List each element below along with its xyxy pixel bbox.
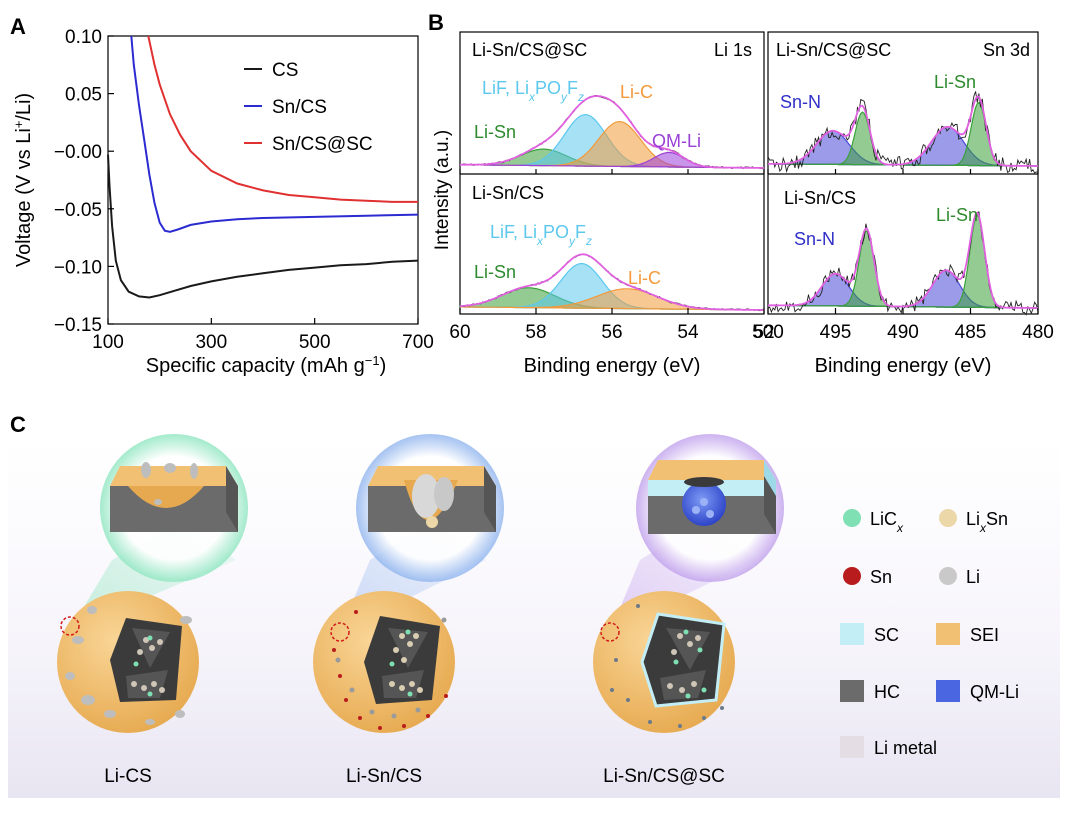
legend-swatch-li — [939, 567, 957, 585]
legend-label-sn-cs: Sn/CS — [272, 97, 327, 118]
schematic-label-li-sn-cs: Li-Sn/CS — [346, 766, 422, 787]
panel-label-b: B — [428, 10, 444, 35]
x-tick-label: 485 — [955, 322, 987, 343]
sn3d-xps-chart: 500 495 490 485 480 Li-Sn/CS@SC Sn 3d Sn-N L… — [752, 31, 1054, 377]
legend-label-lixsn: LixSn — [966, 509, 1008, 535]
y-tick-label: −0.00 — [54, 142, 102, 163]
y-tick-label: −0.15 — [54, 315, 102, 336]
legend-label-sc: SC — [874, 625, 899, 645]
li1s-bot-sample-label: Li-Sn/CS — [472, 183, 544, 203]
legend-label-hc: HC — [874, 682, 900, 702]
schematic-label-li-sn-cs-sc: Li-Sn/CS@SC — [603, 766, 725, 787]
peak-li-c — [460, 288, 764, 311]
voltage-capacity-chart: −0.15 −0.10 −0.05 −0.00 0.05 0.10 100 300 500 70… — [11, 27, 434, 377]
x-tick-label: 500 — [299, 332, 331, 353]
fitted-envelope — [459, 253, 764, 311]
x-tick-label: 500 — [752, 322, 784, 343]
intensity-axis-label: Intensity (a.u.) — [432, 130, 453, 250]
x-tick-label: 495 — [820, 322, 852, 343]
x-tick-label: 58 — [525, 322, 546, 343]
y-tick-label: −0.10 — [54, 257, 102, 278]
legend-swatch-lic — [843, 509, 861, 527]
sn3d-bot-sample-label: Li-Sn/CS — [784, 188, 856, 208]
li1s-top-lisn-label: Li-Sn — [474, 122, 516, 142]
x-axis-label: Specific capacity (mAh g−1) — [146, 353, 386, 378]
panel-label-a: A — [10, 14, 26, 39]
sn3d-top-lisn-label: Li-Sn — [934, 72, 976, 92]
legend: CS Sn/CS Sn/CS@SC — [244, 60, 373, 155]
sei-block — [368, 466, 496, 532]
li1s-top-lif-label: LiF, LixPOyFz — [482, 78, 584, 104]
sn3d-top-sample-label: Li-Sn/CS@SC — [776, 40, 891, 60]
x-tick-label: 54 — [677, 322, 699, 343]
legend-swatch-sn — [843, 567, 861, 585]
schematic-li-sn-cs-sc: Li-Sn/CS@SC — [593, 434, 784, 787]
li1s-bot-lif-label: LiF, LixPOyFz — [490, 222, 592, 248]
legend-label-li: Li — [966, 567, 980, 587]
sn3d-bot-lisn-label: Li-Sn — [936, 205, 978, 225]
peak-li-sn — [768, 101, 1038, 167]
li1s-top-qmli-label: QM-Li — [652, 131, 701, 151]
legend-swatch-sei — [936, 623, 960, 645]
fitted-envelope — [768, 95, 1038, 167]
y-tick-label: −0.05 — [54, 200, 102, 221]
li1s-top-lic-label: Li-C — [620, 82, 653, 102]
li1s-x-axis-label: Binding energy (eV) — [524, 355, 701, 377]
peak-sn-n — [768, 130, 1038, 167]
legend-label-sn: Sn — [870, 567, 892, 587]
panel-label-c: C — [10, 412, 26, 437]
sn3d-top-snn-label: Sn-N — [780, 92, 821, 112]
sei-block — [110, 462, 238, 532]
series-line-cs — [107, 154, 419, 299]
x-tick-label: 60 — [449, 322, 470, 343]
legend-label-sei: SEI — [970, 625, 999, 645]
x-tick-label: 100 — [92, 332, 124, 353]
sc-block — [648, 460, 776, 534]
li1s-xps-chart: 60 58 56 54 52 Li-Sn/CS@SC Li 1s LiF, LixPOy… — [449, 31, 775, 377]
li1s-bot-lic-label: Li-C — [628, 268, 661, 288]
li1s-bot-lisn-label: Li-Sn — [474, 262, 516, 282]
legend-swatch-hc — [840, 680, 864, 702]
x-tick-label: 490 — [887, 322, 919, 343]
legend-label-qmli: QM-Li — [970, 682, 1019, 702]
legend-label-sn-cs-sc: Sn/CS@SC — [272, 134, 373, 155]
fitted-envelope — [767, 211, 1038, 309]
legend-swatch-li-metal — [840, 736, 864, 758]
schematic-label-li-cs: Li-CS — [104, 766, 152, 787]
raw-spectrum — [767, 210, 1039, 316]
x-tick-label: 700 — [402, 332, 434, 353]
sn3d-x-axis-label: Binding energy (eV) — [815, 355, 992, 377]
x-tick-label: 56 — [601, 322, 622, 343]
legend-swatch-lixsn — [939, 509, 957, 527]
peak-li-sn — [767, 214, 1038, 309]
legend-label-lic: LiCx — [870, 509, 904, 535]
legend-label-li-metal: Li metal — [874, 738, 937, 758]
series-line-sn-cs — [130, 35, 419, 233]
y-axis-label: Voltage (V vs Li+/Li) — [11, 93, 36, 267]
y-tick-label: 0.10 — [65, 27, 102, 48]
series-line-sn-cs-sc — [147, 35, 418, 203]
x-tick-label: 52 — [753, 322, 774, 343]
legend-swatch-sc — [840, 623, 864, 645]
sn3d-core-label: Sn 3d — [983, 40, 1030, 60]
peak-sn-n — [767, 273, 1038, 309]
schematic-li-sn-cs: Li-Sn/CS — [313, 434, 504, 787]
fitted-envelope — [460, 95, 764, 169]
li1s-top-sample-label: Li-Sn/CS@SC — [472, 40, 587, 60]
schematic-li-cs: Li-CS — [57, 434, 248, 787]
peak-qm-li — [460, 151, 764, 169]
plot-frame — [107, 35, 419, 325]
legend-swatch-qmli — [936, 680, 960, 702]
li1s-core-label: Li 1s — [714, 40, 752, 60]
x-tick-label: 300 — [195, 332, 227, 353]
sn3d-bot-snn-label: Sn-N — [794, 229, 835, 249]
x-tick-label: 480 — [1022, 322, 1054, 343]
y-tick-label: 0.05 — [65, 85, 102, 106]
schematic-legend: LiCx LixSn Sn Li SC SEI HC QM-Li Li meta… — [840, 509, 1019, 758]
legend-label-cs: CS — [272, 60, 298, 81]
